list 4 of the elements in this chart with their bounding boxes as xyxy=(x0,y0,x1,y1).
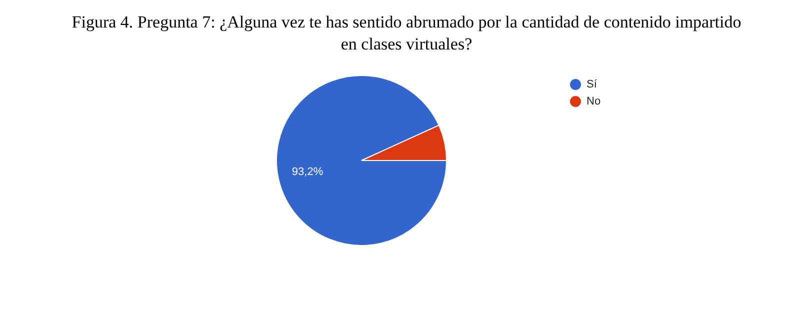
legend-label: No xyxy=(586,96,601,108)
legend-label: Sí xyxy=(586,78,598,90)
chart-title: Figura 4. Pregunta 7: ¿Alguna vez te has sentido abrumado por la cantidad de contenido impartido en clases virtuales? xyxy=(72,12,742,54)
data-label: 93,2% xyxy=(292,166,324,178)
